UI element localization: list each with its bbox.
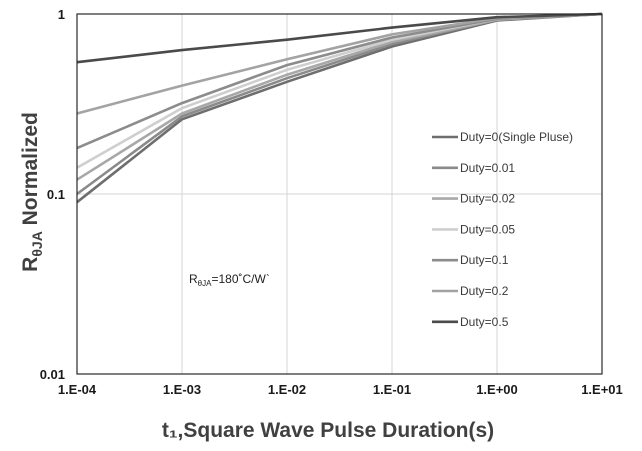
legend-label: Duty=0.2 bbox=[460, 284, 509, 298]
legend: Duty=0(Single Pluse) Duty=0.01 Duty=0.02 Du… bbox=[432, 130, 573, 329]
annotation-subscript: θJA bbox=[198, 279, 212, 288]
y-axis-title-main: R bbox=[19, 257, 42, 272]
y-tick-labels: 0.01 0.1 1 bbox=[40, 7, 65, 382]
resistance-annotation: RθJA=180˚C/Wˋ bbox=[189, 272, 270, 288]
legend-item: Duty=0.2 bbox=[432, 284, 509, 298]
legend-label: Duty=0.1 bbox=[460, 253, 509, 267]
series-line-4 bbox=[76, 12, 603, 169]
legend-item: Duty=0.01 bbox=[432, 161, 515, 175]
series-line-7 bbox=[76, 12, 603, 64]
series-line-2 bbox=[76, 12, 603, 196]
series-line-3 bbox=[76, 12, 603, 181]
legend-item: Duty=0.02 bbox=[432, 192, 515, 206]
y-tick-label: 0.1 bbox=[47, 187, 65, 202]
x-tick-label: 1.E-02 bbox=[268, 382, 306, 397]
x-tick-label: 1.E-04 bbox=[58, 382, 97, 397]
x-tick-label: 1.E+01 bbox=[581, 382, 623, 397]
legend-label: Duty=0.01 bbox=[460, 161, 515, 175]
legend-label: Duty=0.02 bbox=[460, 192, 515, 206]
legend-label: Duty=0(Single Pluse) bbox=[460, 130, 573, 144]
annotation-value: =180˚C/Wˋ bbox=[211, 272, 269, 286]
annotation-main: R bbox=[189, 272, 198, 286]
legend-item: Duty=0.5 bbox=[432, 315, 509, 329]
y-tick-label: 1 bbox=[58, 7, 65, 22]
x-tick-label: 1.E-01 bbox=[373, 382, 411, 397]
x-tick-label: 1.E+00 bbox=[476, 382, 518, 397]
grid bbox=[76, 13, 603, 375]
x-tick-labels: 1.E-04 1.E-03 1.E-02 1.E-01 1.E+00 1.E+01 bbox=[58, 382, 623, 397]
y-axis-title: RθJA Normalized bbox=[19, 112, 45, 272]
y-axis-title-subscript: θJA bbox=[29, 231, 45, 256]
plot-frame bbox=[76, 13, 603, 375]
y-axis-title-rest: Normalized bbox=[19, 112, 42, 231]
legend-item: Duty=0.05 bbox=[432, 222, 515, 236]
legend-item: Duty=0(Single Pluse) bbox=[432, 130, 573, 144]
legend-label: Duty=0.05 bbox=[460, 222, 515, 236]
x-tick-label: 1.E-03 bbox=[163, 382, 201, 397]
y-tick-label: 0.01 bbox=[40, 367, 65, 382]
legend-label: Duty=0.5 bbox=[460, 315, 509, 329]
x-axis-title: t₁,Square Wave Pulse Duration(s) bbox=[162, 419, 494, 442]
series-lines bbox=[76, 12, 603, 204]
legend-item: Duty=0.1 bbox=[432, 253, 509, 267]
series-line-1 bbox=[76, 12, 603, 204]
